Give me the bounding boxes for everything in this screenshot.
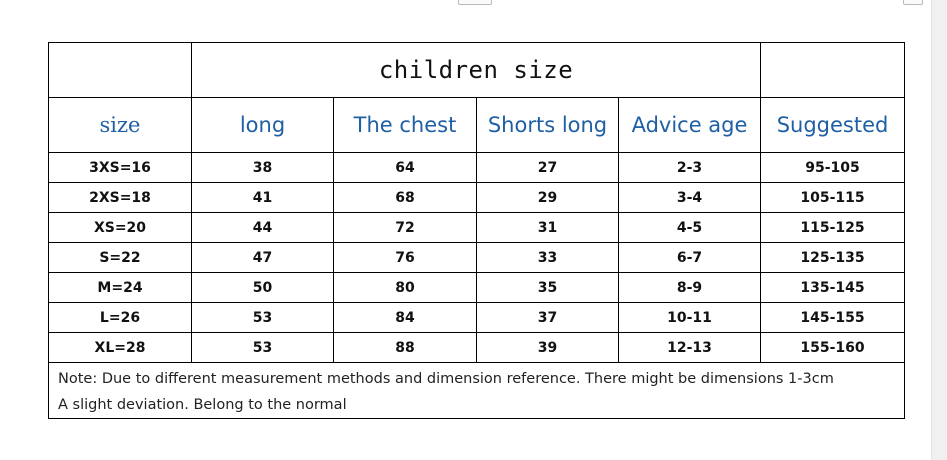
- table-row: XL=28 53 88 39 12-13 155-160: [48, 332, 906, 363]
- cell-shorts-long: 33: [476, 242, 619, 273]
- cell-shorts-long: 29: [476, 182, 619, 213]
- cell-suggested: 105-115: [760, 182, 906, 213]
- cell-shorts-long: 31: [476, 212, 619, 243]
- cell-suggested: 95-105: [760, 152, 906, 183]
- blank-title-end-cell: [760, 42, 906, 98]
- cell-advice-age: 2-3: [617, 152, 762, 183]
- header-size: size: [48, 97, 192, 153]
- cell-shorts-long: 37: [476, 302, 619, 333]
- corner-resize-handle[interactable]: [903, 0, 923, 5]
- header-suggested: Suggested: [760, 97, 906, 153]
- title-row: children size: [48, 42, 906, 98]
- cell-size: L=26: [48, 302, 192, 333]
- cell-chest: 76: [333, 242, 477, 273]
- header-chest: The chest: [333, 97, 477, 153]
- cell-suggested: 135-145: [760, 272, 906, 303]
- cell-shorts-long: 35: [476, 272, 619, 303]
- cell-long: 50: [191, 272, 334, 303]
- cell-chest: 84: [333, 302, 477, 333]
- table-row: 2XS=18 41 68 29 3-4 105-115: [48, 182, 906, 213]
- cell-long: 47: [191, 242, 334, 273]
- note-line-1: Note: Due to different measurement metho…: [58, 371, 834, 387]
- cell-chest: 80: [333, 272, 477, 303]
- header-shorts-long: Shorts long: [476, 97, 619, 153]
- cell-long: 38: [191, 152, 334, 183]
- cell-long: 53: [191, 332, 334, 363]
- cell-advice-age: 10-11: [617, 302, 762, 333]
- cell-suggested: 115-125: [760, 212, 906, 243]
- cell-suggested: 125-135: [760, 242, 906, 273]
- cell-long: 53: [191, 302, 334, 333]
- cell-shorts-long: 39: [476, 332, 619, 363]
- cell-size: 3XS=16: [48, 152, 192, 183]
- cell-advice-age: 4-5: [617, 212, 762, 243]
- note-row: Note: Due to different measurement metho…: [47, 362, 906, 419]
- cell-suggested: 155-160: [760, 332, 906, 363]
- table-row: M=24 50 80 35 8-9 135-145: [48, 272, 906, 303]
- cell-size: S=22: [48, 242, 192, 273]
- top-resize-handle[interactable]: [458, 0, 492, 5]
- cell-chest: 72: [333, 212, 477, 243]
- cell-size: XS=20: [48, 212, 192, 243]
- table-row: 3XS=16 38 64 27 2-3 95-105: [48, 152, 906, 183]
- header-advice-age: Advice age: [617, 97, 762, 153]
- table-row: L=26 53 84 37 10-11 145-155: [48, 302, 906, 333]
- note-line-2: A slight deviation. Belong to the normal: [58, 397, 347, 413]
- cell-size: M=24: [48, 272, 192, 303]
- cell-chest: 88: [333, 332, 477, 363]
- cell-long: 44: [191, 212, 334, 243]
- cell-shorts-long: 27: [476, 152, 619, 183]
- table-row: S=22 47 76 33 6-7 125-135: [48, 242, 906, 273]
- table-row: XS=20 44 72 31 4-5 115-125: [48, 212, 906, 243]
- cell-size: 2XS=18: [48, 182, 192, 213]
- cell-size: XL=28: [48, 332, 192, 363]
- header-row: size long The chest Shorts long Advice a…: [48, 97, 906, 153]
- header-long: long: [191, 97, 334, 153]
- vertical-scrollbar[interactable]: [931, 0, 947, 460]
- cell-suggested: 145-155: [760, 302, 906, 333]
- cell-chest: 64: [333, 152, 477, 183]
- cell-advice-age: 8-9: [617, 272, 762, 303]
- cell-advice-age: 6-7: [617, 242, 762, 273]
- note-cell: Note: Due to different measurement metho…: [47, 362, 906, 419]
- blank-corner-cell: [48, 42, 192, 98]
- cell-advice-age: 3-4: [617, 182, 762, 213]
- cell-advice-age: 12-13: [617, 332, 762, 363]
- cell-long: 41: [191, 182, 334, 213]
- cell-chest: 68: [333, 182, 477, 213]
- size-chart-table: children size size long The chest Shorts…: [47, 42, 906, 419]
- table-title: children size: [190, 42, 762, 98]
